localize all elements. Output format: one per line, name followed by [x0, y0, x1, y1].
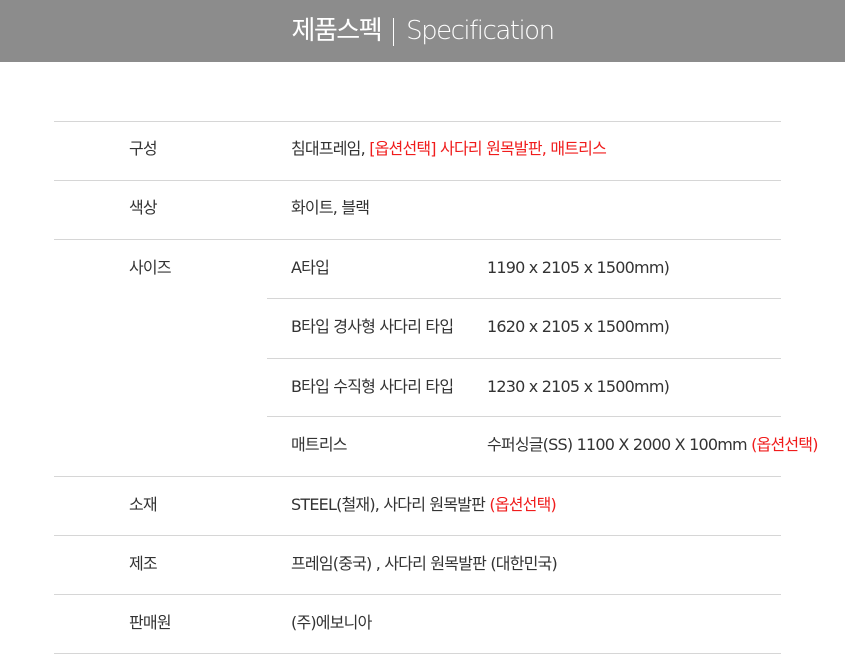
divider — [54, 239, 781, 240]
size-type: A타입 — [291, 258, 330, 277]
divider — [54, 180, 781, 181]
size-dims: 1190 x 2105 x 1500mm) — [487, 258, 670, 277]
mattress-option: (옵션선택) — [751, 435, 818, 454]
mattress-dims: 수퍼싱글(SS) 1100 X 2000 X 100mm — [487, 435, 752, 454]
divider — [54, 476, 781, 477]
value-seller: (주)에보니아 — [291, 613, 372, 632]
composition-text: 침대프레임, — [291, 139, 370, 158]
label-material: 소재 — [129, 495, 158, 514]
value-material: STEEL(철재), 사다리 원목발판 (옵션선택) — [291, 495, 557, 515]
size-type: B타입 경사형 사다리 타입 — [291, 317, 454, 336]
divider — [54, 594, 781, 595]
size-dims: 수퍼싱글(SS) 1100 X 2000 X 100mm (옵션선택) — [487, 435, 818, 455]
divider — [54, 535, 781, 536]
size-type: B타입 수직형 사다리 타입 — [291, 377, 454, 396]
sub-divider — [267, 298, 781, 299]
value-color: 화이트, 블랙 — [291, 198, 370, 217]
label-color: 색상 — [129, 198, 158, 217]
page-header: 제품스펙 Specification — [0, 0, 845, 62]
value-manufacture: 프레임(중국) , 사다리 원목발판 (대한민국) — [291, 554, 558, 573]
title-korean: 제품스펙 — [291, 16, 382, 46]
sub-divider — [267, 416, 781, 417]
material-text: STEEL(철재), 사다리 원목발판 — [291, 495, 490, 514]
label-size: 사이즈 — [129, 258, 172, 277]
label-seller: 판매원 — [129, 613, 172, 632]
size-dims: 1230 x 2105 x 1500mm) — [487, 377, 670, 396]
label-manufacture: 제조 — [129, 554, 158, 573]
material-option: (옵션선택) — [489, 495, 556, 514]
divider — [54, 653, 781, 654]
value-composition: 침대프레임, [옵션선택] 사다리 원목발판, 매트리스 — [291, 139, 607, 159]
title-divider — [393, 17, 395, 46]
title-english: Specification — [406, 16, 555, 46]
composition-option: [옵션선택] 사다리 원목발판, 매트리스 — [369, 139, 607, 158]
divider — [54, 121, 781, 122]
label-composition: 구성 — [129, 139, 158, 158]
sub-divider — [267, 358, 781, 359]
size-dims: 1620 x 2105 x 1500mm) — [487, 317, 670, 336]
size-type: 매트리스 — [291, 435, 347, 454]
